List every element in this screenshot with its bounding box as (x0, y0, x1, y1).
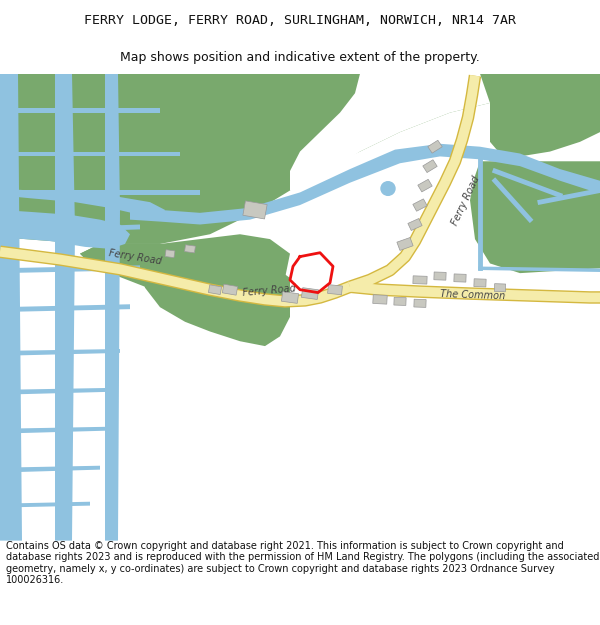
Text: The Common: The Common (440, 289, 505, 301)
Polygon shape (470, 161, 600, 273)
Polygon shape (0, 349, 120, 356)
Polygon shape (0, 151, 180, 156)
Polygon shape (290, 74, 490, 191)
Bar (414, 299, 426, 308)
Bar (394, 298, 406, 306)
Bar (413, 199, 427, 211)
Text: Contains OS data © Crown copyright and database right 2021. This information is : Contains OS data © Crown copyright and d… (6, 541, 599, 586)
Bar (397, 238, 413, 251)
Polygon shape (0, 388, 110, 395)
Polygon shape (130, 144, 600, 224)
Text: Ferry Road: Ferry Road (242, 283, 296, 298)
Bar (243, 201, 267, 219)
Bar (408, 219, 422, 231)
Polygon shape (140, 254, 290, 346)
Bar (185, 245, 196, 253)
Polygon shape (0, 191, 200, 196)
Bar (208, 285, 221, 294)
Polygon shape (105, 74, 120, 541)
Bar (281, 291, 299, 303)
Bar (301, 288, 319, 299)
Polygon shape (0, 210, 130, 249)
Bar (434, 272, 446, 280)
Polygon shape (0, 189, 165, 219)
Polygon shape (0, 224, 140, 234)
Bar (165, 250, 175, 258)
Polygon shape (0, 502, 90, 508)
Polygon shape (0, 304, 130, 312)
Polygon shape (0, 74, 600, 244)
Polygon shape (80, 244, 110, 273)
Bar (418, 179, 432, 192)
Text: Ferry Road: Ferry Road (108, 248, 163, 266)
Polygon shape (0, 427, 105, 434)
Bar (413, 276, 427, 284)
Polygon shape (55, 74, 75, 541)
Text: Ferry Road: Ferry Road (450, 174, 482, 226)
Bar (373, 294, 387, 304)
Polygon shape (0, 466, 100, 472)
Polygon shape (490, 74, 600, 156)
Text: Map shows position and indicative extent of the property.: Map shows position and indicative extent… (120, 51, 480, 64)
Bar (454, 274, 466, 282)
Bar (423, 160, 437, 172)
Circle shape (381, 182, 395, 196)
Bar (494, 284, 506, 292)
Polygon shape (0, 74, 22, 541)
Bar (428, 140, 442, 153)
Text: FERRY LODGE, FERRY ROAD, SURLINGHAM, NORWICH, NR14 7AR: FERRY LODGE, FERRY ROAD, SURLINGHAM, NOR… (84, 14, 516, 27)
Polygon shape (0, 266, 140, 273)
Polygon shape (80, 234, 290, 307)
Bar (223, 284, 238, 295)
Bar (474, 279, 486, 287)
Bar (328, 284, 343, 295)
Polygon shape (0, 107, 160, 112)
